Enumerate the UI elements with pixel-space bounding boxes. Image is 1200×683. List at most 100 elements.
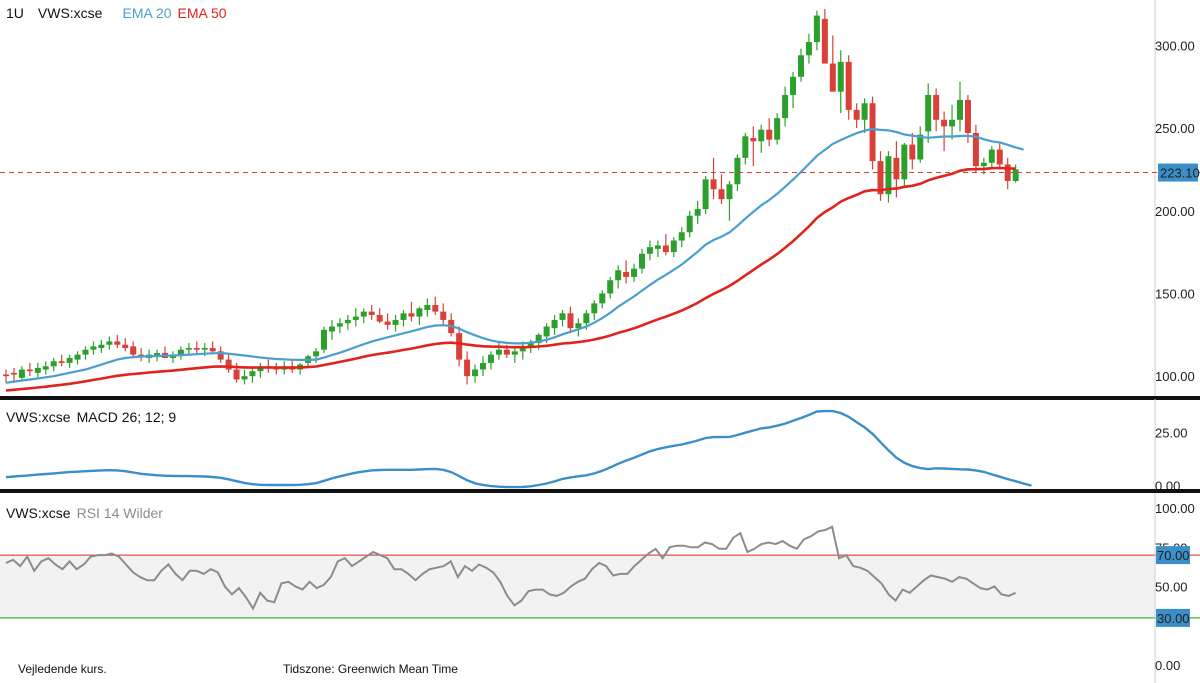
price-axis-tick: 200.00	[1155, 204, 1195, 219]
candle-body	[551, 319, 558, 329]
candle-body	[18, 369, 25, 378]
candle-body	[495, 349, 502, 355]
candle-body	[336, 323, 343, 327]
candle-body	[583, 313, 590, 324]
rsi-label[interactable]: RSI 14 Wilder	[76, 505, 163, 521]
candle-body	[607, 280, 614, 294]
candle-body	[130, 346, 137, 355]
candle-body	[456, 333, 463, 360]
price-axis-tick: 300.00	[1155, 38, 1195, 53]
rsi-band	[0, 555, 1155, 618]
candle-body	[432, 305, 439, 312]
ema50-line	[5, 166, 1016, 392]
candle-body	[122, 344, 129, 349]
candle-body	[845, 61, 852, 110]
macd-symbol: VWS:xcse	[6, 409, 71, 425]
candle-body	[225, 359, 232, 370]
candle-body	[511, 351, 518, 355]
ema50-legend[interactable]: EMA 50	[177, 5, 227, 21]
candle-body	[774, 118, 781, 140]
candle-body	[352, 316, 359, 320]
candle-body	[527, 343, 534, 347]
macd-label[interactable]: MACD 26; 12; 9	[76, 409, 177, 425]
candle-body	[74, 354, 81, 360]
candle-body	[249, 371, 256, 377]
ema20-line	[5, 127, 1024, 384]
candle-body	[694, 209, 701, 216]
rsi-axis-tick: 0.00	[1155, 658, 1180, 673]
candle-body	[750, 137, 757, 142]
candle-body	[42, 366, 49, 370]
candle-body	[328, 326, 335, 332]
candle-body	[26, 369, 33, 372]
macd-legend: VWS:xcse MACD 26; 12; 9	[6, 409, 176, 425]
rsi-level-label: 30.00	[1157, 611, 1190, 626]
candle-body	[957, 99, 963, 120]
candle-body	[408, 313, 415, 317]
candle-body	[615, 270, 622, 281]
candle-body	[58, 361, 65, 363]
candle-body	[384, 321, 391, 325]
candle-body	[861, 103, 868, 120]
candle-body	[575, 323, 582, 329]
candle-body	[599, 293, 606, 304]
macd-axis-tick: 25.00	[1155, 426, 1188, 441]
candle-body	[877, 161, 884, 195]
candle-body	[90, 346, 97, 350]
candle-body	[766, 129, 773, 140]
candle-body	[543, 326, 550, 337]
candle-body	[893, 157, 900, 180]
candle-body	[368, 311, 375, 315]
candle-body	[941, 119, 948, 127]
candle-body	[798, 55, 804, 77]
candle-body	[821, 18, 828, 64]
candle-body	[933, 94, 940, 120]
price-chart[interactable]: 100.00 150.00 200.00 250.00 300.00 223.10	[0, 0, 1200, 400]
candle-body	[392, 319, 399, 325]
chart-legend: 1U VWS:xcse EMA 20 EMA 50	[6, 5, 227, 21]
candle-body	[114, 341, 121, 345]
rsi-level-badge	[1156, 546, 1190, 565]
candle-body	[138, 354, 145, 357]
candle-body	[758, 129, 765, 142]
candle-body	[885, 156, 892, 195]
candle-body	[313, 351, 320, 357]
candle-body	[964, 99, 971, 134]
candle-body	[480, 362, 486, 370]
candle-body	[853, 109, 860, 120]
candle-body	[917, 134, 924, 160]
candle-body	[813, 15, 820, 43]
rsi-symbol: VWS:xcse	[6, 505, 71, 521]
panel-separator	[0, 396, 1200, 400]
candle-body	[233, 369, 240, 380]
candle-body	[972, 133, 979, 167]
candle-body	[98, 344, 105, 349]
candle-body	[646, 247, 653, 254]
candle-body	[567, 313, 574, 329]
candle-body	[678, 232, 685, 241]
candle-body	[559, 313, 566, 320]
price-axis-tick: 150.00	[1155, 286, 1195, 301]
candle-body	[535, 334, 542, 344]
candle-body	[106, 341, 113, 345]
rsi-level-badge	[1156, 608, 1190, 627]
candle-body	[464, 359, 471, 377]
candle-body	[519, 346, 526, 352]
symbol-label[interactable]: VWS:xcse	[37, 5, 103, 21]
candle-body	[869, 103, 876, 162]
interval-label[interactable]: 1U	[6, 5, 24, 21]
candle-body	[980, 162, 987, 167]
rsi-level-label: 70.00	[1157, 548, 1190, 563]
candle-body	[321, 329, 327, 350]
candle-body	[241, 376, 248, 380]
candle-body	[901, 144, 908, 180]
candle-body	[837, 61, 844, 92]
candle-body	[726, 184, 733, 200]
ema20-legend[interactable]: EMA 20	[122, 5, 172, 21]
candle-body	[503, 349, 510, 355]
candle-body	[193, 348, 200, 350]
candle-body	[734, 157, 741, 185]
footer-disclaimer: Vejledende kurs.	[18, 662, 107, 676]
